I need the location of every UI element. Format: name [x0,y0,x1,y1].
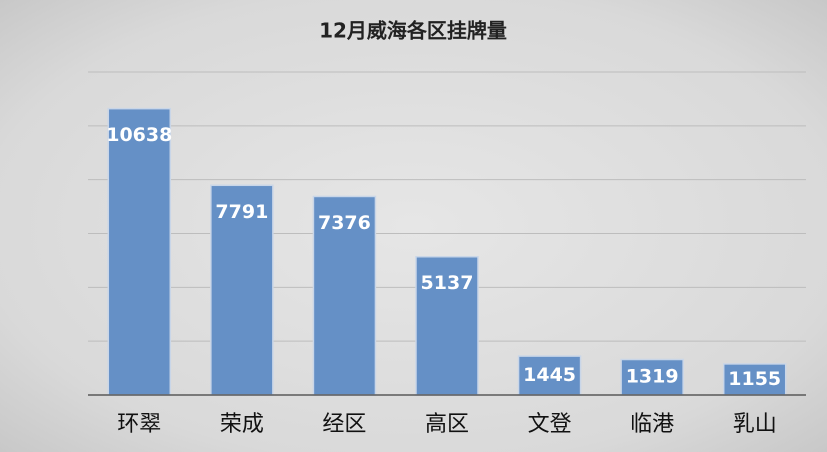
data-label: 1155 [728,368,781,390]
data-label: 1445 [523,364,576,386]
x-tick-label: 环翠 [117,412,161,437]
x-tick-label: 荣成 [220,412,264,437]
data-label: 7376 [318,212,371,234]
bar [107,107,172,396]
chart-title: 12月威海各区挂牌量 [319,19,507,43]
data-label: 7791 [215,201,268,223]
x-tick-label: 乳山 [733,412,777,437]
bar [312,195,377,396]
data-label: 10638 [106,124,172,146]
data-label: 1319 [626,366,679,388]
bar [210,184,274,396]
x-tick-label: 临港 [630,412,674,437]
x-tick-label: 高区 [425,412,469,437]
bar [620,358,684,396]
bar [722,363,787,396]
x-tick-label: 文登 [528,412,572,437]
data-label: 5137 [421,272,474,294]
x-tick-label: 经区 [322,412,366,437]
bar [517,355,582,396]
